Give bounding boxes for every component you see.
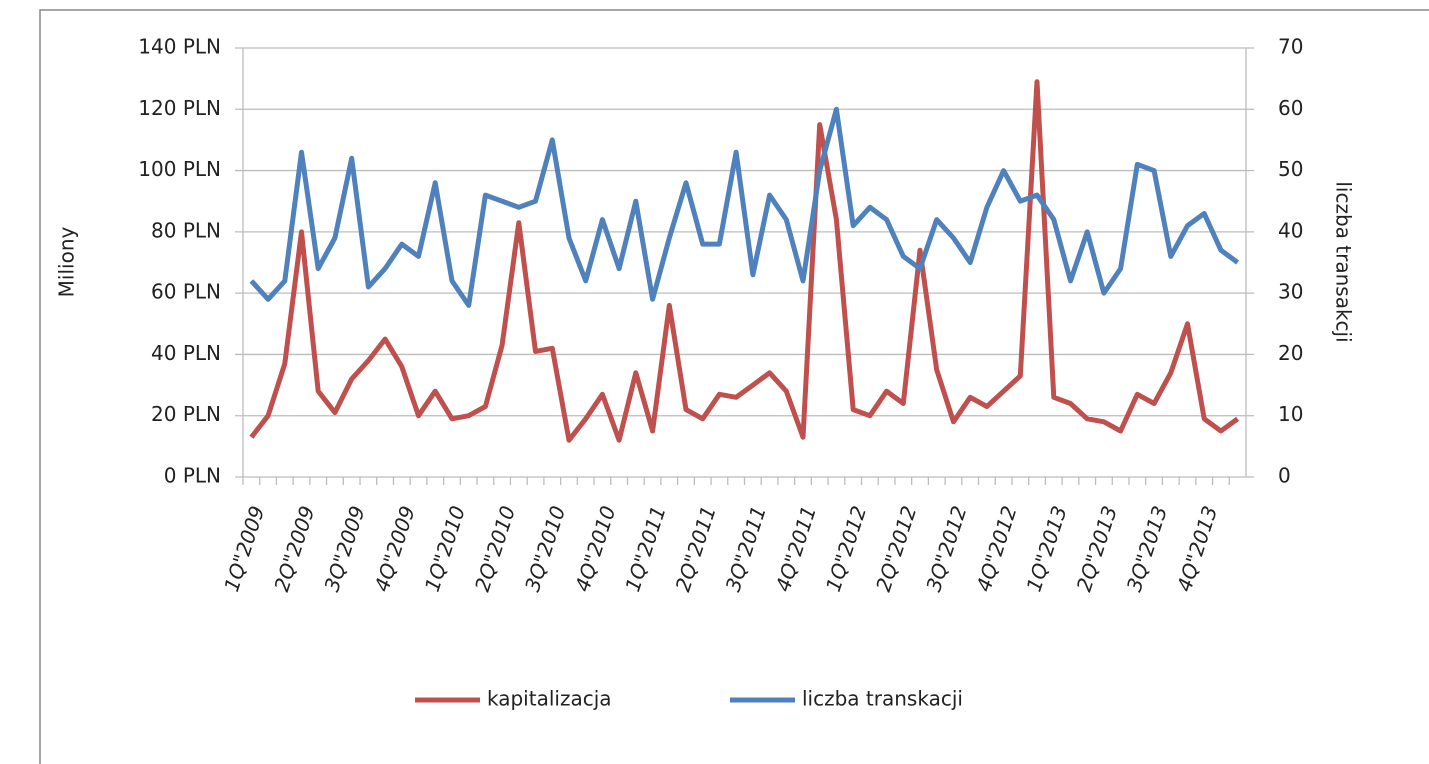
y-tick-label: 60 PLN <box>151 280 221 304</box>
y-tick-label: 40 PLN <box>151 341 221 365</box>
y2-tick-label: 60 <box>1278 96 1303 120</box>
y2-tick-label: 40 <box>1278 218 1303 242</box>
y2-tick-label: 50 <box>1278 157 1303 181</box>
y2-tick-label: 30 <box>1278 280 1303 304</box>
y2-tick-label: 20 <box>1278 341 1303 365</box>
y-axis-label: Miliony <box>55 227 79 298</box>
y-tick-label: 20 PLN <box>151 402 221 426</box>
y-tick-label: 0 PLN <box>164 464 221 488</box>
legend-label: liczba transkacji <box>802 687 963 711</box>
y2-axis-label: liczba transakcji <box>1332 181 1356 342</box>
y2-tick-label: 10 <box>1278 402 1303 426</box>
y-tick-label: 80 PLN <box>151 218 221 242</box>
y2-tick-label: 70 <box>1278 35 1303 59</box>
y-tick-label: 100 PLN <box>138 157 221 181</box>
y-tick-label: 120 PLN <box>138 96 221 120</box>
data-line <box>249 106 1240 308</box>
data-line <box>249 79 1240 443</box>
y2-tick-label: 0 <box>1278 464 1291 488</box>
legend-label: kapitalizacja <box>487 687 612 711</box>
chart-border <box>39 9 1429 764</box>
y-tick-label: 140 PLN <box>138 35 221 59</box>
